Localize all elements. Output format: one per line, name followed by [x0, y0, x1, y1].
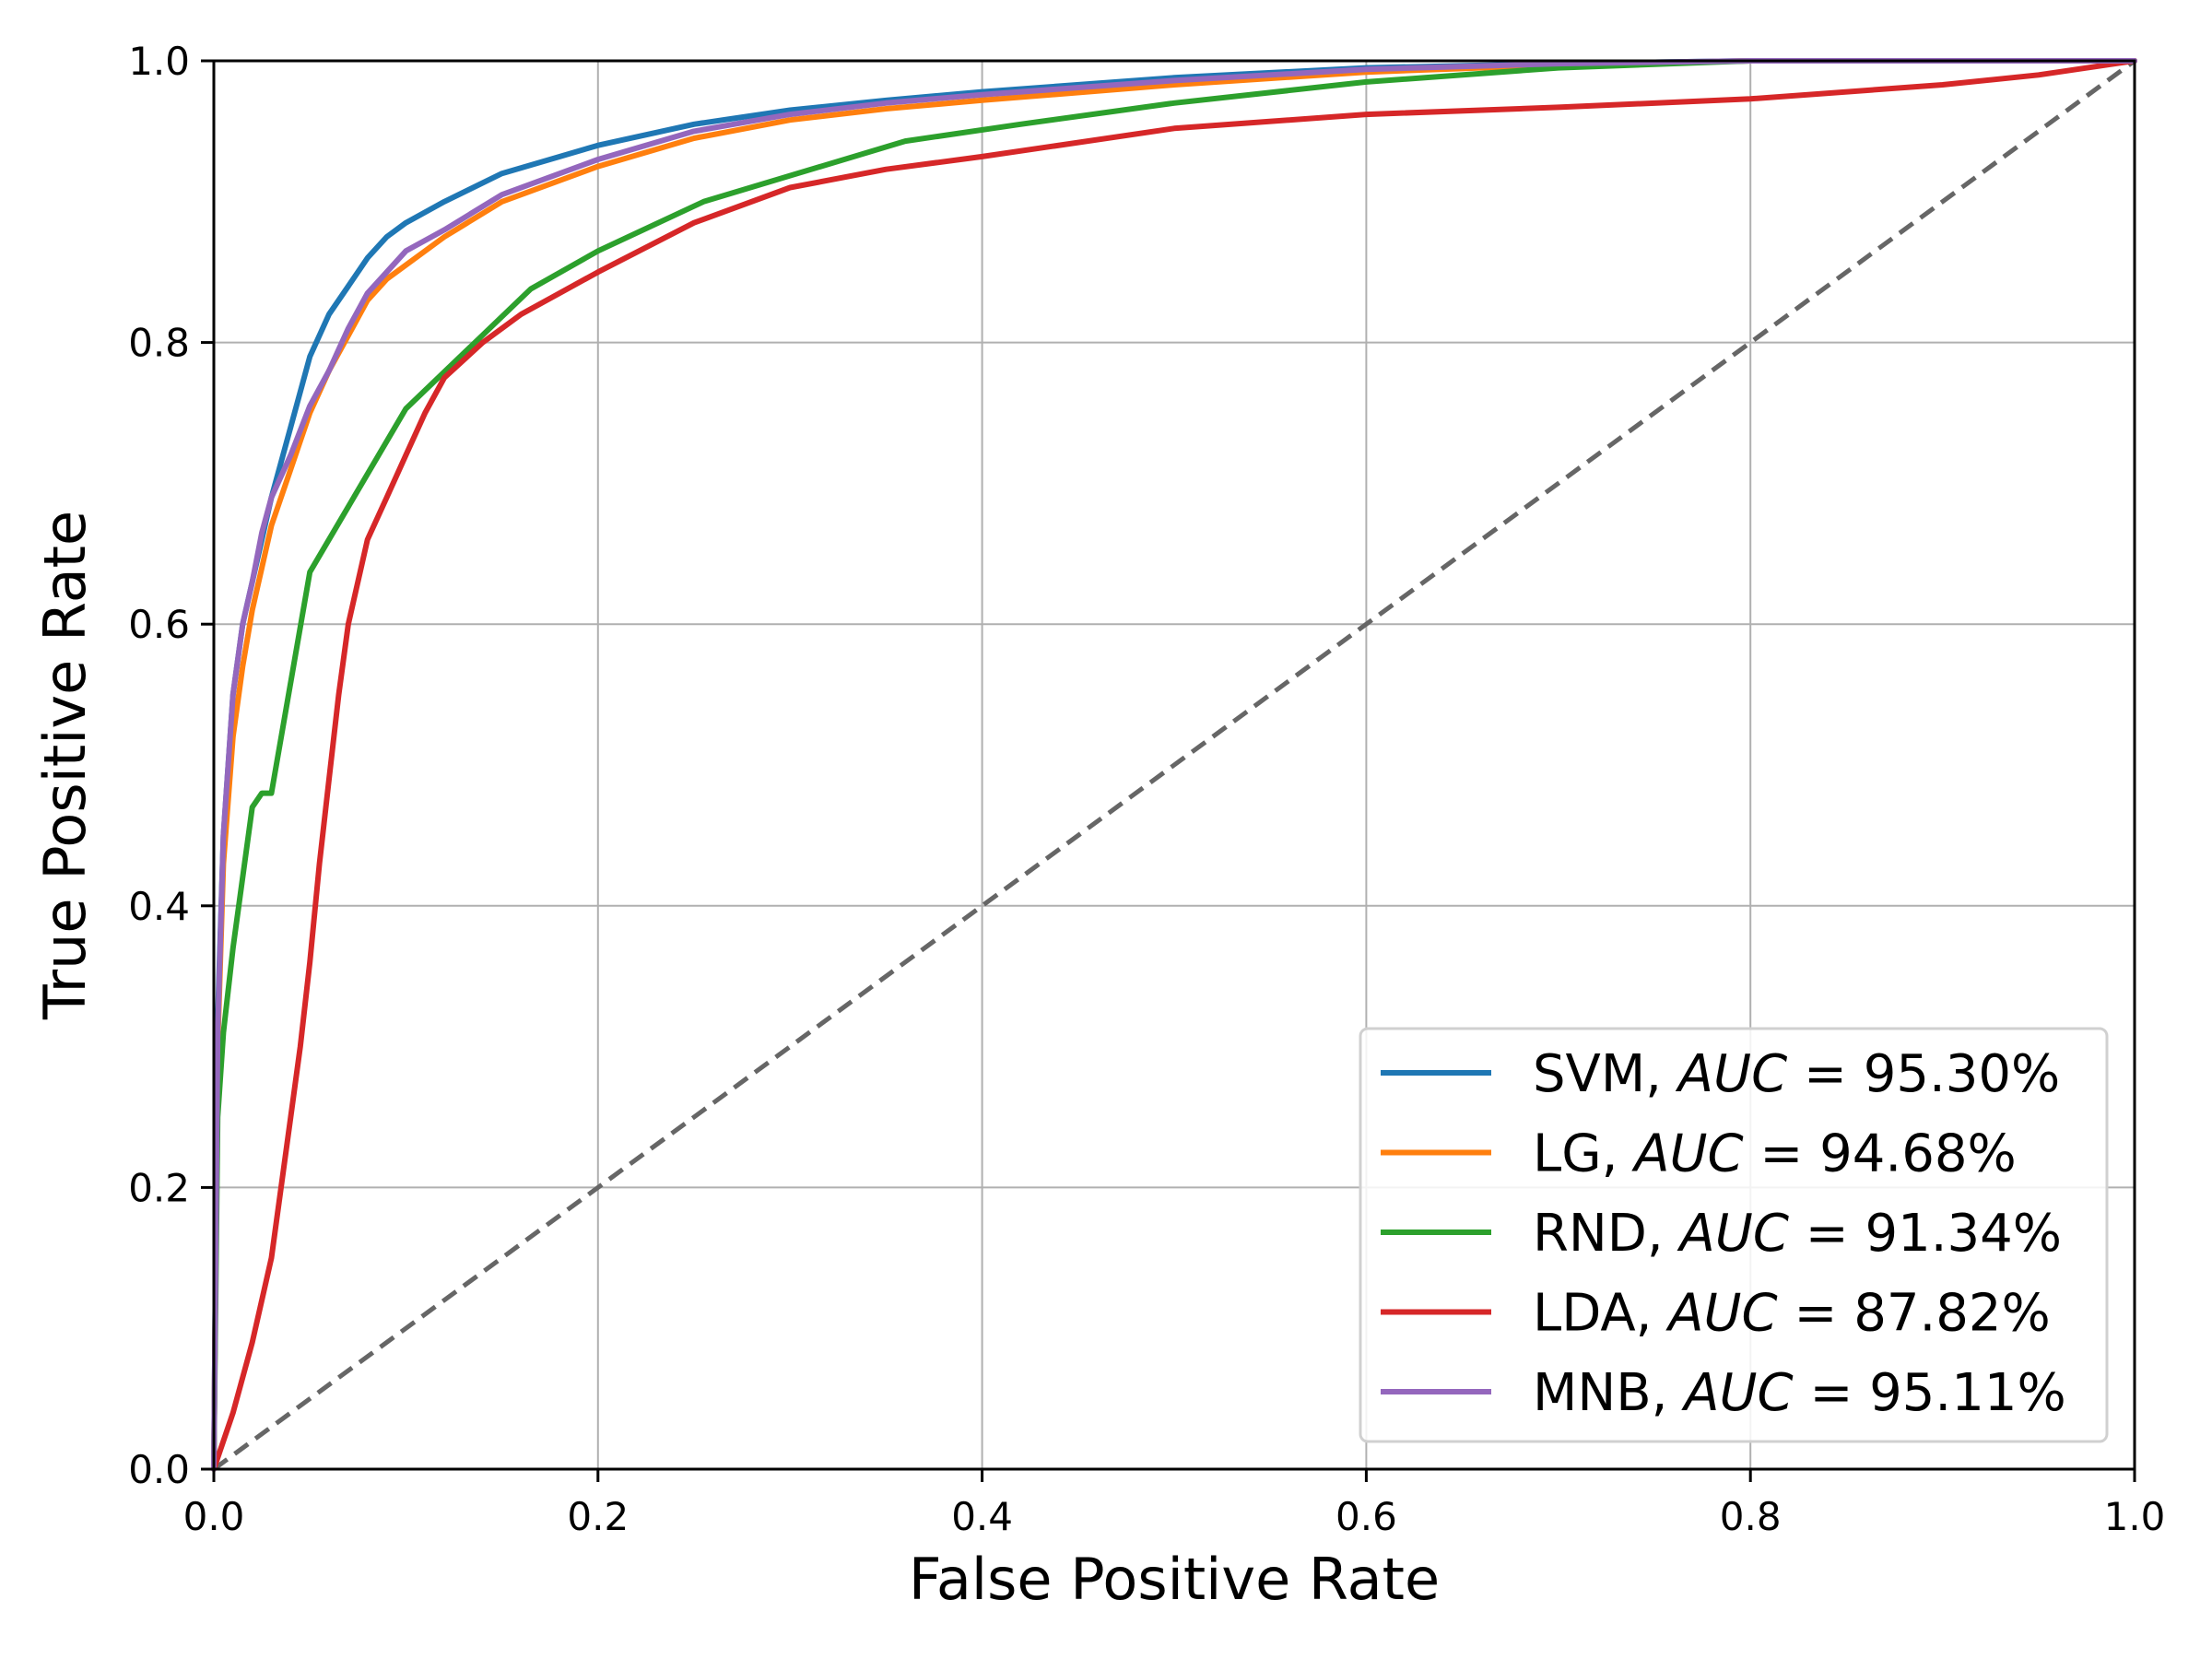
legend-metric: AUC: [1631, 1124, 1743, 1184]
legend-auc-value: 87.82%: [1853, 1284, 2051, 1344]
legend-metric: AUC: [1677, 1204, 1789, 1264]
legend-entry-lg: LG, AUC = 94.68%: [1533, 1124, 2017, 1184]
legend-entry-svm: SVM, AUC = 95.30%: [1533, 1044, 2060, 1104]
y-tick-label: 0.4: [128, 884, 190, 929]
legend: SVM, AUC = 95.30% LG, AUC = 94.68% RND, AU…: [1359, 1027, 2109, 1443]
legend-box: [1359, 1027, 2109, 1443]
legend-metric: AUC: [1665, 1284, 1777, 1344]
roc-curve-mnb: [211, 58, 2137, 1472]
legend-model-name: MNB,: [1533, 1363, 1684, 1423]
x-tick-label: 0.4: [951, 1494, 1013, 1539]
x-tick-label: 0.2: [567, 1494, 629, 1539]
legend-equals: =: [1794, 1363, 1870, 1423]
legend-entry-rnd: RND, AUC = 91.34%: [1533, 1204, 2062, 1264]
grid: [213, 60, 2136, 1470]
x-tick-label: 1.0: [2104, 1494, 2166, 1539]
legend-model-name: LG,: [1533, 1124, 1634, 1184]
chance-baseline: [212, 58, 2136, 1472]
legend-equals: =: [1744, 1124, 1820, 1184]
legend-metric: AUC: [1676, 1044, 1787, 1104]
legend-equals: =: [1787, 1044, 1864, 1104]
x-tick-label: 0.8: [1720, 1494, 1782, 1539]
y-axis-title: True Positive Rate: [31, 511, 99, 1020]
legend-auc-value: 95.11%: [1869, 1363, 2066, 1423]
legend-model-name: LDA,: [1533, 1284, 1668, 1344]
legend-equals: =: [1789, 1204, 1865, 1264]
legend-model-name: SVM,: [1533, 1044, 1678, 1104]
roc-curve-lg: [211, 58, 2137, 1472]
y-tick-label: 1.0: [128, 39, 190, 84]
y-tick-label: 0.6: [128, 602, 190, 647]
plot-frame: [212, 59, 2136, 1471]
roc-curve-lda: [211, 58, 2137, 1472]
x-axis-title: False Positive Rate: [909, 1546, 1440, 1613]
x-tick-label: 0.0: [183, 1494, 245, 1539]
legend-equals: =: [1778, 1284, 1854, 1344]
legend-auc-value: 94.68%: [1819, 1124, 2017, 1184]
series-group: [211, 58, 2137, 1472]
chance-diagonal-line: [212, 58, 2136, 1472]
y-tick-label: 0.2: [128, 1165, 190, 1210]
roc-curve-rnd: [211, 58, 2137, 1472]
y-tick-label: 0.8: [128, 321, 190, 366]
y-tick-label: 0.0: [128, 1447, 190, 1492]
x-tick-label: 0.6: [1335, 1494, 1397, 1539]
legend-entry-lda: LDA, AUC = 87.82%: [1533, 1284, 2051, 1344]
legend-auc-value: 91.34%: [1865, 1204, 2062, 1264]
legend-metric: AUC: [1681, 1363, 1793, 1423]
axis-ticks: 0.0 0.2 0.4 0.6 0.8 1.0 0.0 0.2 0.4 0.6 0.8 1.0: [128, 39, 2165, 1539]
legend-model-name: RND,: [1533, 1204, 1680, 1264]
legend-auc-value: 95.30%: [1864, 1044, 2061, 1104]
legend-entry-mnb: MNB, AUC = 95.11%: [1533, 1363, 2066, 1423]
